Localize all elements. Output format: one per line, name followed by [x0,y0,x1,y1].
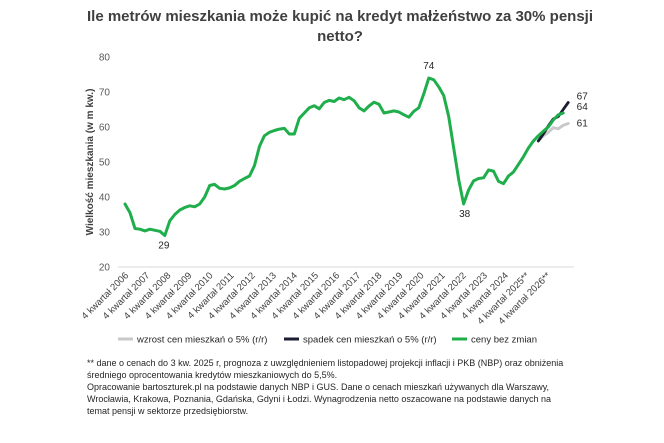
y-axis-title: Wielkość mieszkania (w m kw.) [85,89,96,236]
series-line-ceny-bez-zmian [123,76,565,237]
y-tick-label: 30 [99,228,111,239]
y-tick-label: 40 [99,193,111,204]
footnote-line-2: średniego oprocentowania kredytów mieszk… [87,370,338,380]
data-label: 29 [158,241,170,252]
y-tick-label: 20 [99,263,111,274]
legend-label: spadek cen mieszkań o 5% (r/r) [303,335,437,346]
chart-title-line-2: netto? [317,28,363,45]
chart-title: Ile metrów mieszkania może kupić na kred… [70,7,610,47]
line-chart: 20 30 40 50 60 70 80 Wielkość mieszkania (w m k… [80,53,589,346]
data-label: 74 [423,61,435,72]
legend-label: ceny bez zmian [471,335,537,346]
legend-label: wzrost cen mieszkań o 5% (r/r) [136,335,267,346]
footnote-line-1: ** dane o cenach do 3 kw. 2025 r, progno… [87,358,564,368]
chart-title-line-1: Ile metrów mieszkania może kupić na kred… [86,8,593,25]
footnote: ** dane o cenach do 3 kw. 2025 r, progno… [87,357,597,417]
y-tick-label: 70 [99,88,111,99]
data-label: 61 [577,119,589,130]
y-tick-label: 60 [99,123,111,134]
footnote-line-5: temat pensji w sektorze przedsiębiorstw. [87,406,249,416]
y-tick-label: 50 [99,158,111,169]
footnote-line-3: Opracowanie bartoszturek.pl na podstawie… [87,382,550,392]
data-label: 38 [459,209,471,220]
data-label: 64 [577,102,589,113]
data-label: 67 [577,92,589,103]
footnote-line-4: Wrocławia, Krakowa, Poznania, Gdańska, G… [87,394,552,404]
y-tick-label: 80 [99,53,111,64]
